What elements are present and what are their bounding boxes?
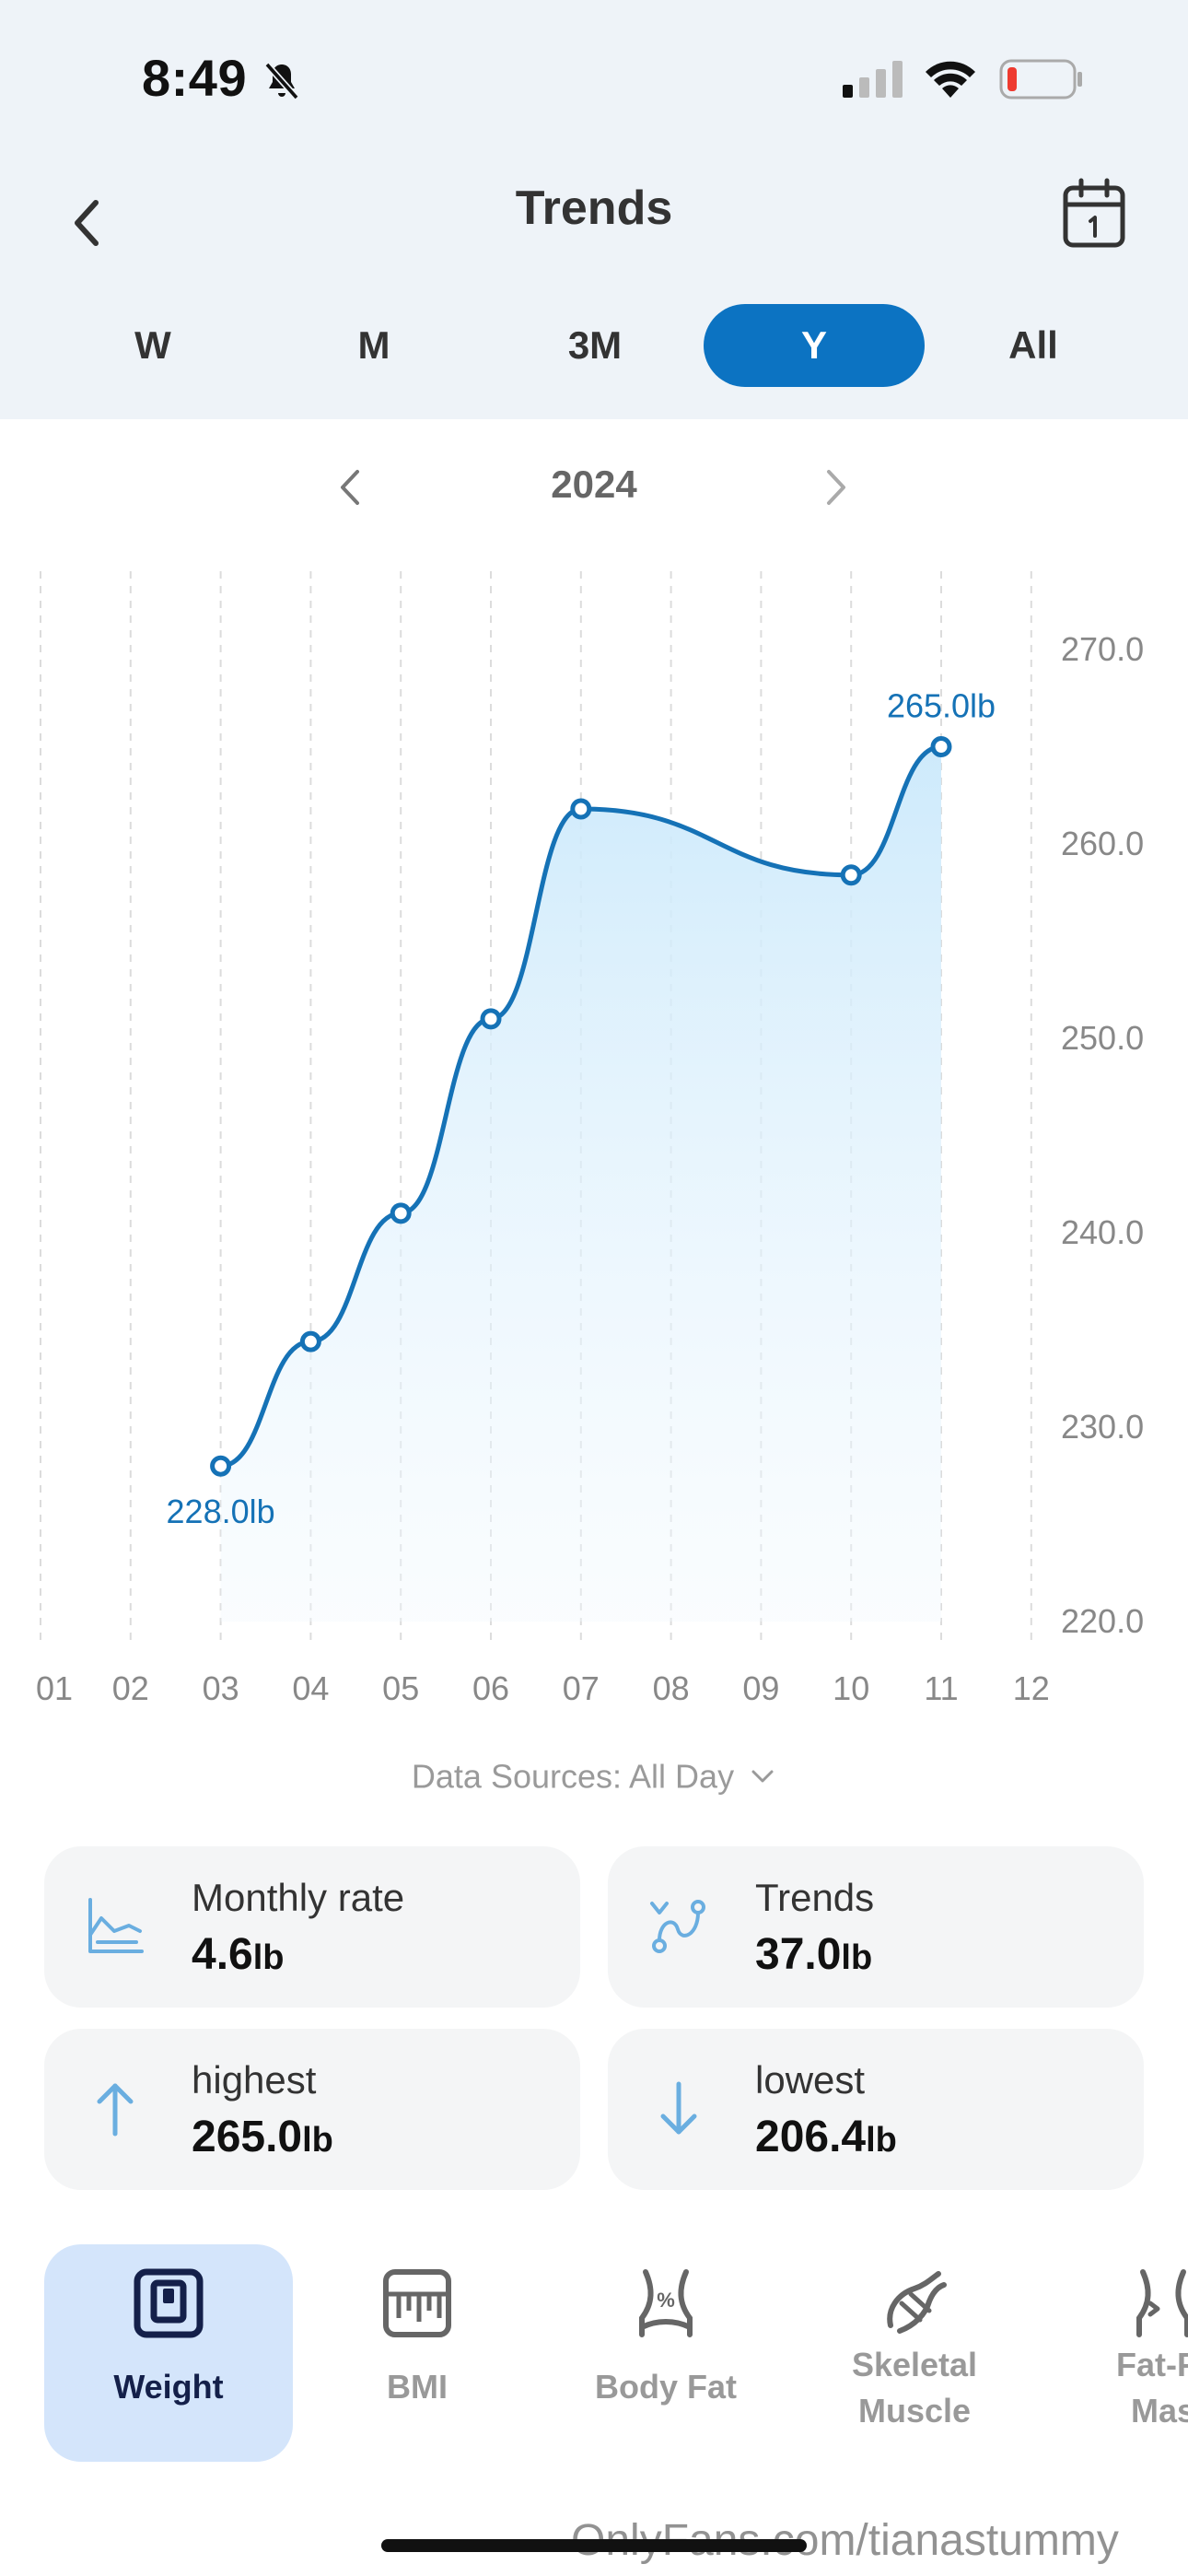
- calendar-button[interactable]: [1061, 177, 1127, 251]
- monthly-rate-value: 4.6lb: [192, 1930, 285, 1979]
- body-fat-icon: %: [639, 2269, 693, 2337]
- monthly-rate-card: Monthly rate 4.6lb: [44, 1846, 580, 2008]
- calendar-icon: [1063, 178, 1125, 248]
- scale-icon: [134, 2268, 204, 2338]
- lowest-card: lowest 206.4lb: [608, 2029, 1144, 2190]
- x-tick-label: 08: [653, 1669, 690, 1707]
- year-label: 2024: [551, 463, 637, 506]
- range-tab-week[interactable]: W: [134, 323, 171, 367]
- trends-card: Trends 37.0lb: [608, 1846, 1144, 2008]
- data-point[interactable]: [480, 1008, 502, 1030]
- x-tick-label: 01: [36, 1669, 73, 1707]
- next-year-button[interactable]: [818, 464, 855, 510]
- data-point[interactable]: [390, 1202, 412, 1224]
- chevron-down-icon: [751, 1770, 774, 1783]
- metric-tab-weight[interactable]: Weight: [44, 2244, 293, 2462]
- metric-tab-fat-free-label-2: Mas: [1130, 2392, 1188, 2430]
- y-tick-label: 230.0: [1061, 1408, 1144, 1446]
- data-point[interactable]: [930, 736, 952, 757]
- arrow-up-icon: [97, 2083, 134, 2137]
- trend-path-icon: [650, 1900, 705, 1953]
- x-tick-label: 10: [833, 1669, 869, 1707]
- monthly-rate-label: Monthly rate: [192, 1876, 405, 1919]
- data-sources-dropdown[interactable]: Data Sources: All Day: [0, 1755, 1188, 1796]
- y-tick-label: 240.0: [1061, 1213, 1144, 1251]
- y-tick-label: 260.0: [1061, 825, 1144, 862]
- data-point[interactable]: [570, 798, 592, 820]
- home-indicator[interactable]: [381, 2539, 807, 2552]
- wifi-icon: [926, 61, 975, 98]
- y-tick-label: 270.0: [1061, 630, 1144, 668]
- lowest-label: lowest: [755, 2058, 866, 2102]
- status-time: 8:49: [142, 49, 248, 107]
- data-point[interactable]: [210, 1455, 232, 1477]
- weight-trend-chart: 01 02 03 04 05 06 07 08 09 10 11 12 270.0 260.0 250.0…: [36, 571, 1144, 1707]
- metric-tab-skeletal-muscle[interactable]: Skeletal Muscle: [790, 2244, 1039, 2462]
- metric-tab-bmi[interactable]: BMI: [293, 2244, 542, 2462]
- metric-tab-body-fat[interactable]: % Body Fat: [542, 2244, 790, 2462]
- bmi-gauge-icon: [383, 2269, 451, 2337]
- fat-free-mass-icon: [1136, 2269, 1188, 2337]
- trends-label: Trends: [755, 1876, 875, 1919]
- y-tick-label: 250.0: [1061, 1019, 1144, 1057]
- x-tick-label: 09: [742, 1669, 779, 1707]
- highest-label: highest: [192, 2058, 317, 2102]
- range-tab-all[interactable]: All: [1008, 323, 1058, 367]
- battery-low-icon: [999, 59, 1082, 100]
- data-sources-label: Data Sources: All Day: [411, 1757, 735, 1796]
- muscle-icon: [887, 2271, 947, 2334]
- previous-year-button[interactable]: [332, 464, 368, 510]
- cellular-signal-icon: [843, 61, 903, 98]
- x-tick-label: 06: [472, 1669, 509, 1707]
- x-tick-label: 11: [924, 1669, 958, 1707]
- x-tick-label: 07: [563, 1669, 600, 1707]
- data-label: 228.0lb: [167, 1493, 275, 1530]
- year-navigator: 2024: [0, 451, 1188, 525]
- highest-card: highest 265.0lb: [44, 2029, 580, 2190]
- metric-tab-weight-label: Weight: [113, 2368, 224, 2406]
- range-tab-month[interactable]: M: [357, 323, 390, 367]
- x-tick-label: 04: [292, 1669, 329, 1707]
- x-tick-label: 05: [382, 1669, 419, 1707]
- highest-value: 265.0lb: [192, 2113, 333, 2161]
- svg-text:%: %: [657, 2289, 675, 2312]
- metric-tab-skeletal-muscle-label-2: Muscle: [857, 2392, 972, 2430]
- metric-tab-skeletal-muscle-label-1: Skeletal: [851, 2346, 978, 2383]
- x-tick-label: 03: [203, 1669, 239, 1707]
- metric-tab-fat-free-mass[interactable]: Fat-Fr Mas: [1039, 2244, 1188, 2462]
- data-point[interactable]: [840, 864, 862, 886]
- range-tab-year[interactable]: Y: [704, 304, 925, 387]
- data-label: 265.0lb: [887, 687, 996, 725]
- header: Trends W M 3M Y All: [0, 157, 1188, 419]
- back-button[interactable]: [59, 186, 114, 260]
- data-point[interactable]: [299, 1330, 321, 1352]
- bell-off-icon: [264, 62, 299, 100]
- chevron-left-icon: [75, 200, 99, 246]
- status-bar: 8:49: [0, 0, 1188, 157]
- x-tick-label: 12: [1013, 1669, 1050, 1707]
- arrow-down-icon: [660, 2081, 697, 2135]
- x-tick-label: 02: [112, 1669, 149, 1707]
- page-title: Trends: [515, 181, 673, 235]
- metric-tab-body-fat-label: Body Fat: [594, 2368, 737, 2406]
- area-chart-icon: [88, 1898, 144, 1953]
- lowest-value: 206.4lb: [755, 2113, 897, 2161]
- trends-value: 37.0lb: [755, 1930, 873, 1979]
- range-tab-3-months[interactable]: 3M: [567, 323, 623, 367]
- chart-area-fill: [220, 746, 942, 1622]
- y-tick-label: 220.0: [1061, 1602, 1144, 1640]
- metric-tab-fat-free-label-1: Fat-Fr: [1116, 2346, 1188, 2383]
- metric-tab-bmi-label: BMI: [387, 2368, 448, 2406]
